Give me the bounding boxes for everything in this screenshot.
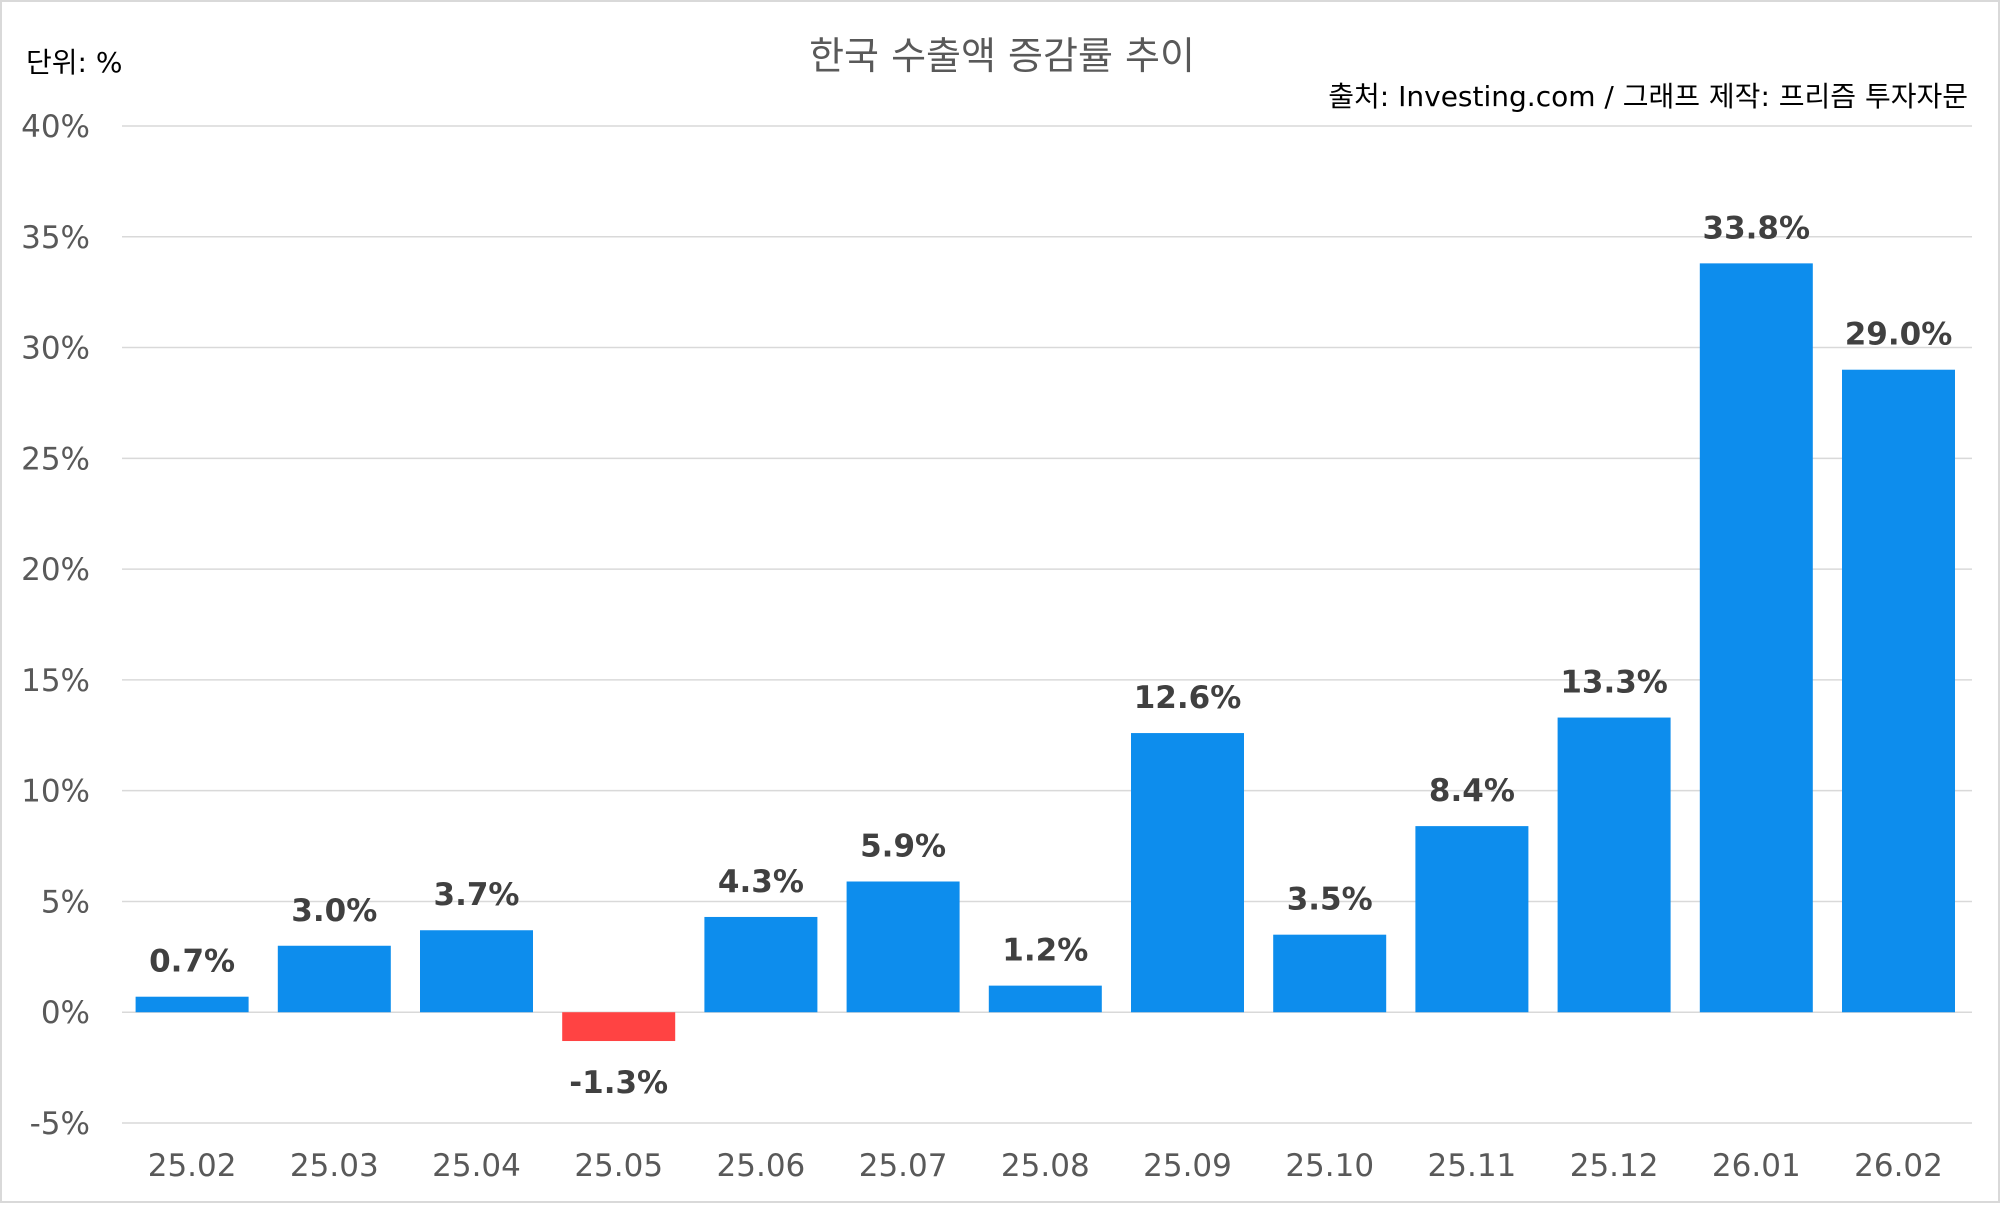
y-tick-label: -5% xyxy=(30,1106,90,1142)
bar xyxy=(1131,733,1244,1013)
y-tick-label: 35% xyxy=(21,220,90,256)
y-tick-label: 20% xyxy=(21,552,90,588)
bar-data-label: -1.3% xyxy=(569,1065,668,1101)
bar xyxy=(1273,934,1387,1013)
bar xyxy=(562,1012,676,1042)
x-axis-tick-labels: 25.02 25.03 25.04 25.05 25.06 25.07 25.08 25.09… xyxy=(148,1148,1943,1184)
y-axis-tick-labels: -5% 0% 5% 10% 15% 20% 25% 30% 35% 40% xyxy=(21,109,90,1142)
x-tick-label: 25.08 xyxy=(1001,1148,1090,1184)
bar xyxy=(1557,717,1671,1013)
bar-data-label: 5.9% xyxy=(860,829,946,865)
bar xyxy=(420,930,533,1013)
x-tick-label: 25.10 xyxy=(1285,1148,1374,1184)
bar xyxy=(1699,263,1813,1013)
x-tick-label: 25.04 xyxy=(432,1148,521,1184)
bar-data-label: 4.3% xyxy=(718,864,804,900)
bar-data-label: 0.7% xyxy=(149,944,235,980)
x-tick-label: 25.12 xyxy=(1570,1148,1659,1184)
y-tick-label: 40% xyxy=(21,109,90,145)
x-tick-label: 26.01 xyxy=(1712,1148,1801,1184)
y-tick-label: 5% xyxy=(41,884,90,920)
bar-data-label: 33.8% xyxy=(1703,210,1811,246)
x-tick-label: 25.03 xyxy=(290,1148,379,1184)
bar xyxy=(1842,369,1955,1013)
bar-data-label: 12.6% xyxy=(1134,680,1242,716)
bar-data-label: 3.5% xyxy=(1287,882,1373,918)
bar-data-label: 3.7% xyxy=(434,877,520,913)
bar xyxy=(846,881,960,1013)
x-tick-label: 26.02 xyxy=(1854,1148,1943,1184)
grid-lines xyxy=(122,125,1972,1124)
bar xyxy=(277,945,391,1013)
bar-data-label: 8.4% xyxy=(1429,773,1515,809)
y-tick-label: 30% xyxy=(21,331,90,367)
x-tick-label: 25.05 xyxy=(574,1148,663,1184)
unit-label: 단위: % xyxy=(26,46,122,79)
y-tick-label: 15% xyxy=(21,663,90,699)
bar xyxy=(704,916,818,1013)
source-label: 출처: Investing.com / 그래프 제작: 프리즘 투자자문 xyxy=(1328,80,1968,113)
x-tick-label: 25.07 xyxy=(859,1148,948,1184)
bar xyxy=(135,996,249,1013)
bar-data-label: 3.0% xyxy=(291,893,377,929)
x-tick-label: 25.02 xyxy=(148,1148,237,1184)
bar xyxy=(1415,826,1529,1013)
y-tick-label: 25% xyxy=(21,441,90,477)
chart-title: 한국 수출액 증감률 추이 xyxy=(809,34,1195,78)
y-tick-label: 10% xyxy=(21,774,90,810)
bar-data-labels: 0.7% 3.0% 3.7% -1.3% 4.3% 5.9% 1.2% 12.6% 3.5% 8.… xyxy=(149,210,1952,1101)
bar-data-label: 29.0% xyxy=(1845,317,1953,353)
x-tick-label: 25.11 xyxy=(1428,1148,1517,1184)
bar xyxy=(988,985,1102,1013)
bars xyxy=(135,263,1955,1042)
bar-data-label: 1.2% xyxy=(1002,933,1088,969)
x-tick-label: 25.06 xyxy=(717,1148,806,1184)
x-tick-label: 25.09 xyxy=(1143,1148,1232,1184)
bar-data-label: 13.3% xyxy=(1560,665,1668,701)
y-tick-label: 0% xyxy=(41,995,90,1031)
